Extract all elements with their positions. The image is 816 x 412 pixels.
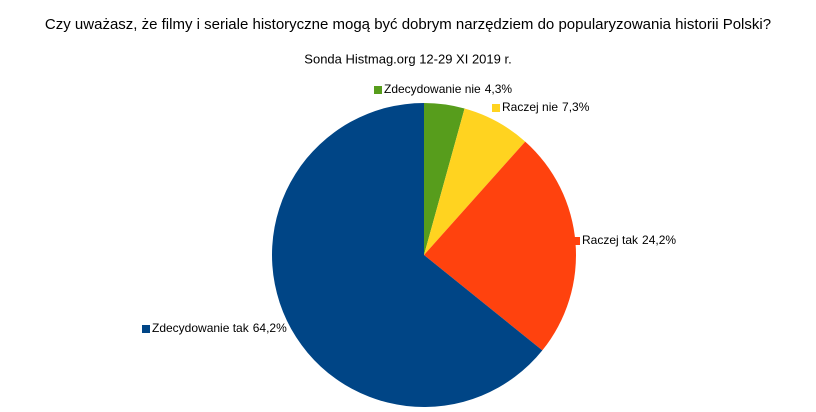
label-swatch — [492, 104, 500, 112]
value-label: 4,3% — [485, 82, 513, 96]
category-label: Raczej nie — [502, 100, 558, 114]
slice-label: Raczej tak 24,2% — [582, 233, 676, 247]
slice-label: Zdecydowanie nie 4,3% — [384, 82, 512, 96]
label-swatch — [142, 325, 150, 333]
pie-slice — [272, 103, 543, 408]
category-label: Zdecydowanie tak — [152, 321, 250, 335]
slice-label: Raczej nie 7,3% — [502, 100, 590, 114]
value-label: 7,3% — [562, 100, 590, 114]
value-label: 24,2% — [642, 233, 676, 247]
chart-subtitle: Sonda Histmag.org 12-29 XI 2019 r. — [304, 51, 511, 66]
pie-slice — [424, 141, 577, 351]
category-label: Raczej tak — [582, 233, 639, 247]
chart-title: Czy uważasz, że filmy i seriale historyc… — [45, 16, 771, 33]
label-swatch — [374, 86, 382, 94]
value-label: 64,2% — [253, 321, 287, 335]
slice-label: Zdecydowanie tak 64,2% — [152, 321, 287, 335]
category-label: Zdecydowanie nie — [384, 82, 481, 96]
label-swatch — [572, 237, 580, 245]
pie-slice — [424, 108, 526, 255]
pie-slice — [424, 103, 465, 255]
